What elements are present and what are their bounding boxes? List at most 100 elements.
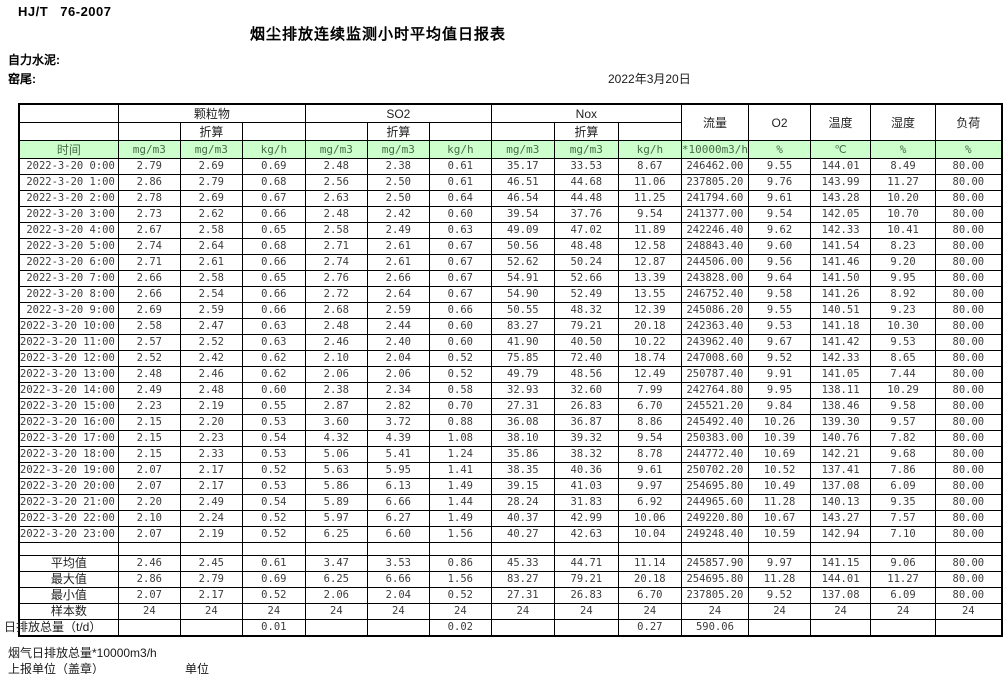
- cell-value: 0.86: [428, 555, 492, 572]
- standard-number: HJ/T 76-2007: [18, 4, 112, 19]
- cell-value: 18.74: [617, 350, 682, 367]
- cell-value: 9.97: [748, 555, 812, 572]
- cell-value: 137.08: [810, 587, 872, 604]
- cell-value: 9.95: [870, 270, 937, 287]
- cell-value: 2.59: [179, 302, 243, 319]
- cell-value: 0.66: [241, 254, 306, 271]
- cell-value: 9.06: [870, 555, 937, 572]
- cell-value: 4.32: [304, 430, 368, 447]
- cell-value: 9.64: [748, 270, 812, 287]
- col-header-humidity: 湿度: [870, 103, 937, 141]
- cell-value: 8.92: [870, 286, 937, 303]
- table-row: 2022-3-20 16:00 2.15 2.20 0.53 3.60 3.72 0.88 3…: [18, 414, 1003, 431]
- blank-cell: [935, 542, 1003, 556]
- cell-value: 2.66: [117, 270, 181, 287]
- cell-value: 9.20: [870, 254, 937, 271]
- cell-value: 2.78: [117, 190, 181, 207]
- cell-value: 5.41: [366, 446, 430, 463]
- unit-cell: ℃: [810, 140, 872, 159]
- cell-value: 4.39: [366, 430, 430, 447]
- cell-value: 9.56: [748, 254, 812, 271]
- cell-value: [304, 619, 368, 637]
- cell-value: 47.02: [553, 222, 619, 239]
- cell-value: 11.27: [870, 174, 937, 191]
- cell-value: 44.68: [553, 174, 619, 191]
- cell-value: 41.03: [553, 478, 619, 495]
- blank-cell: [18, 542, 119, 556]
- cell-value: 2.69: [179, 158, 243, 175]
- cell-value: 2.20: [117, 494, 181, 511]
- table-row: 2022-3-20 3:00 2.73 2.62 0.66 2.48 2.42 0.60 39…: [18, 206, 1003, 223]
- cell-value: 2.48: [117, 366, 181, 383]
- cell-value: 10.29: [870, 382, 937, 399]
- table-row: 2022-3-20 4:00 2.67 2.58 0.65 2.58 2.49 0.63 49…: [18, 222, 1003, 239]
- cell-value: 140.76: [810, 430, 872, 447]
- time-cell: 2022-3-20 23:00: [18, 526, 119, 543]
- cell-value: 2.07: [117, 462, 181, 479]
- cell-value: 0.68: [241, 174, 306, 191]
- cell-value: 0.63: [241, 318, 306, 335]
- cell-value: 0.52: [241, 587, 306, 604]
- cell-value: 0.60: [428, 206, 492, 223]
- cell-value: 237805.20: [680, 587, 750, 604]
- unit-cell: *10000m3/h: [680, 140, 750, 159]
- blank-cell: [117, 542, 181, 556]
- cell-value: 2.58: [179, 222, 243, 239]
- cell-value: 9.55: [748, 302, 812, 319]
- time-cell: 2022-3-20 22:00: [18, 510, 119, 527]
- cell-value: 49.09: [490, 222, 555, 239]
- cell-value: 83.27: [490, 318, 555, 335]
- cell-value: 3.47: [304, 555, 368, 572]
- cell-value: 7.86: [870, 462, 937, 479]
- cell-value: 11.28: [748, 494, 812, 511]
- cell-value: 32.60: [553, 382, 619, 399]
- cell-value: 2.06: [366, 366, 430, 383]
- cell-value: 245521.20: [680, 398, 750, 415]
- cell-value: 24: [810, 603, 872, 620]
- data-rows: 2022-3-20 0:00 2.79 2.69 0.69 2.48 2.38 0.61 35…: [4, 158, 1003, 637]
- cell-value: 0.67: [241, 190, 306, 207]
- cell-value: 10.22: [617, 334, 682, 351]
- cell-value: 31.83: [553, 494, 619, 511]
- cell-value: 142.33: [810, 350, 872, 367]
- cell-value: 2.67: [117, 222, 181, 239]
- cell-value: 144.01: [810, 158, 872, 175]
- cell-value: 2.17: [179, 462, 243, 479]
- cell-value: 42.99: [553, 510, 619, 527]
- cell-value: 2.69: [179, 190, 243, 207]
- unit-cell: mg/m3: [117, 140, 181, 159]
- blank-cell: [553, 542, 619, 556]
- cell-value: 244506.00: [680, 254, 750, 271]
- cell-value: 80.00: [935, 270, 1003, 287]
- cell-value: 10.06: [617, 510, 682, 527]
- cell-value: 0.64: [428, 190, 492, 207]
- time-cell: 2022-3-20 0:00: [18, 158, 119, 175]
- cell-value: 0.58: [428, 382, 492, 399]
- cell-value: 2.66: [366, 270, 430, 287]
- cell-value: 44.48: [553, 190, 619, 207]
- cell-value: 10.69: [748, 446, 812, 463]
- cell-value: 48.56: [553, 366, 619, 383]
- cell-value: 137.41: [810, 462, 872, 479]
- cell-value: 20.18: [617, 318, 682, 335]
- cell-value: 2.15: [117, 446, 181, 463]
- cell-value: 52.66: [553, 270, 619, 287]
- cell-value: 249248.40: [680, 526, 750, 543]
- cell-value: 6.27: [366, 510, 430, 527]
- time-cell: 2022-3-20 5:00: [18, 238, 119, 255]
- cell-value: 2.50: [366, 190, 430, 207]
- cell-value: 80.00: [935, 238, 1003, 255]
- cell-value: 54.91: [490, 270, 555, 287]
- cell-value: 9.61: [617, 462, 682, 479]
- cell-value: 10.59: [748, 526, 812, 543]
- summary-label: 平均值: [18, 555, 119, 572]
- cell-value: 144.01: [810, 571, 872, 588]
- cell-value: 1.49: [428, 510, 492, 527]
- cell-value: 9.84: [748, 398, 812, 415]
- col-header-time: 时间: [18, 140, 119, 159]
- cell-value: 9.58: [748, 286, 812, 303]
- cell-value: 7.99: [617, 382, 682, 399]
- cell-value: 9.62: [748, 222, 812, 239]
- cell-value: 247008.60: [680, 350, 750, 367]
- cell-value: 10.67: [748, 510, 812, 527]
